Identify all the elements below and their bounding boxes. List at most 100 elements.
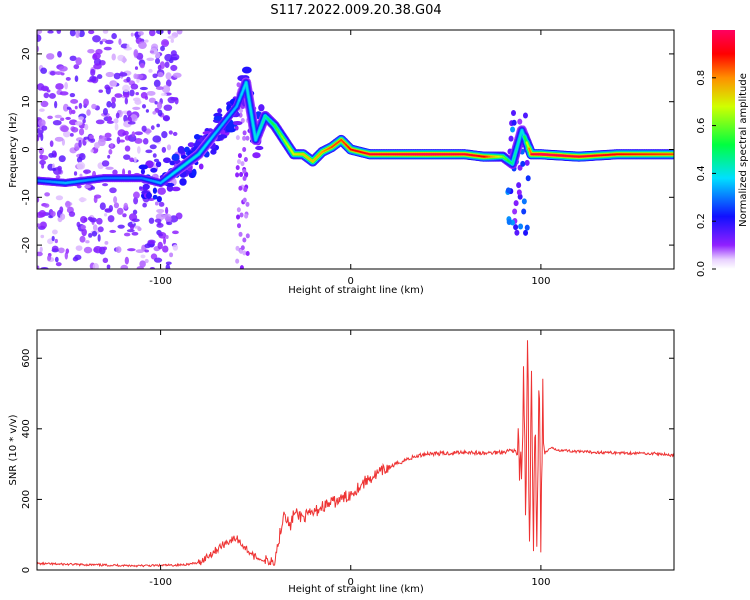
colorbar-tick-label: 0.8 [696,70,707,86]
noise-blob [138,164,148,170]
noise-blob [134,66,139,70]
noise-blob [139,186,143,190]
noise-blob [238,185,243,191]
noise-blob [137,146,141,154]
ridge-segment [520,129,526,138]
noise-blob [148,68,153,73]
snr-plot-area [37,340,674,568]
noise-blob [165,234,169,240]
noise-blob [113,118,119,124]
noise-blob [135,92,139,96]
noise-blob [40,100,49,108]
noise-blob [55,174,61,179]
noise-blob [37,45,40,53]
noise-blob [40,234,45,239]
noise-blob [78,197,87,202]
noise-blob [79,173,83,178]
noise-blob [105,71,115,78]
noise-blob [163,104,173,111]
noise-blob [217,134,228,139]
noise-blob [69,93,76,98]
noise-blob [135,249,145,254]
noise-blob [80,215,88,223]
noise-blob [93,196,98,204]
snr-x-axis-label: Height of straight line (km) [288,584,424,595]
noise-blob [40,85,50,92]
noise-blob [191,168,197,177]
noise-blob [235,165,240,171]
colorbar-tick-label: 0.4 [696,165,707,181]
noise-blob [245,250,250,256]
ridge-segment [511,154,516,165]
noise-blob [107,215,115,223]
noise-blob [167,96,176,104]
noise-blob [141,104,147,109]
noise-blob [74,75,79,83]
noise-blob [84,184,91,189]
spectrogram-y-axis-label: Frequency (Hz) [8,112,19,188]
noise-blob [150,167,158,173]
snr-y-axis-label: SNR (10 * v/v) [8,414,19,485]
spectrogram-x-tick-label: 0 [348,276,354,287]
noise-blob [88,30,95,35]
noise-blob [239,172,244,178]
noise-blob [87,48,95,54]
noise-blob [37,30,43,35]
noise-blob [139,260,146,268]
noise-blob [140,168,146,175]
noise-blob [127,170,132,175]
noise-blob [51,245,59,252]
noise-blob [99,202,106,211]
noise-blob [506,219,512,226]
noise-blob [111,33,117,40]
noise-blob [90,186,95,190]
noise-blob [172,131,178,136]
noise-blob [133,191,140,199]
noise-blob [147,239,156,245]
noise-blob [133,73,138,80]
noise-blob [141,125,147,132]
noise-blob [54,71,63,75]
spectrogram-x-ticks: -100 0 100 [149,30,550,287]
snr-panel: -100 0 100 0 200 400 600 Height of straight l… [8,329,675,595]
noise-blob [175,212,183,220]
noise-blob [149,144,157,150]
noise-blob [137,227,142,232]
noise-blob [152,153,157,158]
noise-blob [93,63,102,70]
noise-blob [150,253,158,260]
noise-blob [49,71,56,76]
spectrogram-y-tick-label: 0 [21,146,32,152]
noise-blob [80,224,87,230]
noise-blob [47,30,54,34]
noise-blob [75,57,82,66]
noise-blob [146,90,156,96]
noise-blob [39,246,43,253]
noise-blob [154,218,162,223]
noise-blob [122,213,127,218]
noise-blob [115,246,122,254]
noise-blob [134,131,143,136]
noise-blob [114,123,119,131]
snr-series-line [37,340,674,568]
noise-blob [55,83,64,90]
noise-blob [124,97,129,105]
noise-blob [161,131,168,139]
noise-blob [129,224,135,230]
noise-blob [127,248,136,252]
noise-blob [258,104,265,112]
ridge-segment [235,99,240,108]
noise-blob [133,157,137,163]
noise-blob [157,241,163,250]
colorbar-tick-label: 0.6 [696,118,707,134]
noise-blob [160,45,165,52]
noise-blob [156,30,164,35]
noise-blob [149,266,156,269]
noise-blob [153,158,160,163]
noise-blob [47,115,53,120]
ridge-segment [523,135,528,144]
noise-blob [517,118,523,125]
noise-blob [242,197,247,203]
noise-blob [255,145,264,151]
noise-blob [60,125,69,133]
